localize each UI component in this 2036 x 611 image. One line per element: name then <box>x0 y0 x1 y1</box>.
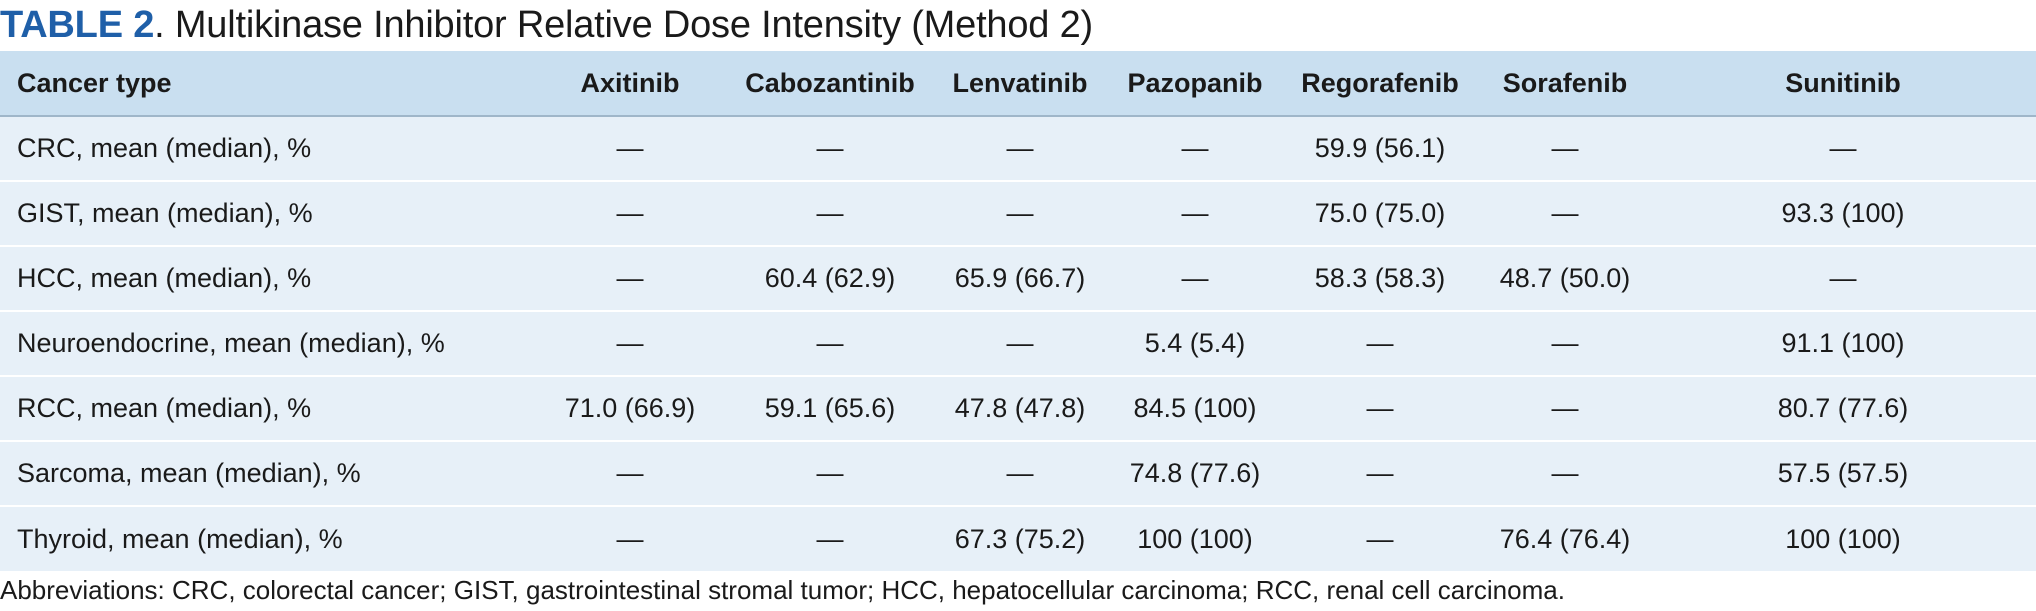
table-cell: — <box>530 246 730 312</box>
table-cell: — <box>930 181 1110 247</box>
table-cell: — <box>1480 376 1650 442</box>
table-cell: 91.1 (100) <box>1650 311 2036 377</box>
row-label-cell: Neuroendocrine, mean (median), % <box>0 311 530 377</box>
table-number-label: TABLE 2 <box>0 4 155 46</box>
table-row: Neuroendocrine, mean (median), % — — —5.4 (… <box>0 311 2036 377</box>
row-label-cell: RCC, mean (median), % <box>0 376 530 442</box>
table-cell: — <box>1650 246 2036 312</box>
column-header-axitinib: Axitinib <box>530 51 730 117</box>
table-cell: — <box>1280 311 1480 377</box>
table-cell: 57.5 (57.5) <box>1650 441 2036 507</box>
table-cell: 48.7 (50.0) <box>1480 246 1650 312</box>
table-cell: — <box>730 181 930 247</box>
table-cell: — <box>1110 246 1280 312</box>
table-cell: 65.9 (66.7) <box>930 246 1110 312</box>
table-cell: — <box>930 311 1110 377</box>
table-cell: — <box>1480 181 1650 247</box>
row-label-cell: Thyroid, mean (median), % <box>17 523 343 554</box>
table-cell: — <box>930 116 1110 182</box>
table-cell: — <box>1110 116 1280 182</box>
table-cell: 84.5 (100) <box>1110 376 1280 442</box>
table-cell: 71.0 (66.9) <box>530 376 730 442</box>
table-row: RCC, mean (median), % 71.0 (66.9) 59.1 (65… <box>0 376 2036 442</box>
table-cell: — <box>730 116 930 182</box>
table-cell: 100 (100) <box>1137 523 1253 554</box>
table-cell: — <box>530 311 730 377</box>
table-row: Sarcoma, mean (median), % — — —74.8 (77.6) —… <box>0 441 2036 507</box>
table-row: HCC, mean (median), % —60.4 (62.9) 65.9 (6… <box>0 246 2036 312</box>
table-cell: 80.7 (77.6) <box>1650 376 2036 442</box>
table-cell: — <box>530 181 730 247</box>
table-cell: 76.4 (76.4) <box>1499 523 1631 554</box>
table-cell: — <box>730 441 930 507</box>
table-cell: — <box>530 441 730 507</box>
table-cell: — <box>1480 441 1650 507</box>
column-header-sunitinib: Sunitinib <box>1650 51 2036 117</box>
row-label-cell: HCC, mean (median), % <box>0 246 530 312</box>
table-cell: — <box>1650 116 2036 182</box>
table-header-row: Cancer type Axitinib Cabozantinib Lenvat… <box>0 51 2036 117</box>
table-row: CRC, mean (median), % — — — —59.9 (56.1) — — <box>0 116 2036 182</box>
table-cell: — <box>1280 441 1480 507</box>
column-header-cancer-type: Cancer type <box>0 51 530 117</box>
column-header-regorafenib: Regorafenib <box>1280 51 1480 117</box>
table-cell: 100 (100) <box>1785 523 1901 554</box>
dose-intensity-table: Cancer type Axitinib Cabozantinib Lenvat… <box>0 51 2036 571</box>
table-cell: — <box>816 523 844 554</box>
row-label-cell: Sarcoma, mean (median), % <box>0 441 530 507</box>
table-title: TABLE 2. Multikinase Inhibitor Relative … <box>0 0 1093 50</box>
table-cell: 74.8 (77.6) <box>1110 441 1280 507</box>
table-title-text: . Multikinase Inhibitor Relative Dose In… <box>154 4 1093 46</box>
table-cell: 5.4 (5.4) <box>1110 311 1280 377</box>
row-label-cell: GIST, mean (median), % <box>0 181 530 247</box>
table-cell: 93.3 (100) <box>1650 181 2036 247</box>
table-cell: — <box>1480 311 1650 377</box>
row-label-cell: CRC, mean (median), % <box>0 116 530 182</box>
table-cell: — <box>616 523 644 554</box>
column-header-cabozantinib: Cabozantinib <box>730 51 930 117</box>
table-body: CRC, mean (median), % — — — —59.9 (56.1) — — GI… <box>0 116 2036 571</box>
table-cell: 59.1 (65.6) <box>730 376 930 442</box>
table-cell: 60.4 (62.9) <box>730 246 930 312</box>
table-cell: — <box>1110 181 1280 247</box>
table-row: GIST, mean (median), % — — — —75.0 (75.0) —93… <box>0 181 2036 247</box>
table-cell: 59.9 (56.1) <box>1280 116 1480 182</box>
table-cell: 75.0 (75.0) <box>1280 181 1480 247</box>
table-cell: 67.3 (75.2) <box>954 523 1086 554</box>
table-cell: — <box>1280 376 1480 442</box>
table-cell: — <box>930 441 1110 507</box>
table-cell: — <box>1366 523 1394 554</box>
table-row: Thyroid, mean (median), % — — 67.3 (75.2) 10… <box>0 506 2036 571</box>
table-cell: — <box>1480 116 1650 182</box>
table-footnote: Abbreviations: CRC, colorectal cancer; G… <box>0 575 1565 605</box>
column-header-pazopanib: Pazopanib <box>1110 51 1280 117</box>
column-header-sorafenib: Sorafenib <box>1480 51 1650 117</box>
table-cell: — <box>730 311 930 377</box>
column-header-lenvatinib: Lenvatinib <box>930 51 1110 117</box>
table-cell: 47.8 (47.8) <box>930 376 1110 442</box>
table-cell: — <box>530 116 730 182</box>
table-cell: 58.3 (58.3) <box>1280 246 1480 312</box>
